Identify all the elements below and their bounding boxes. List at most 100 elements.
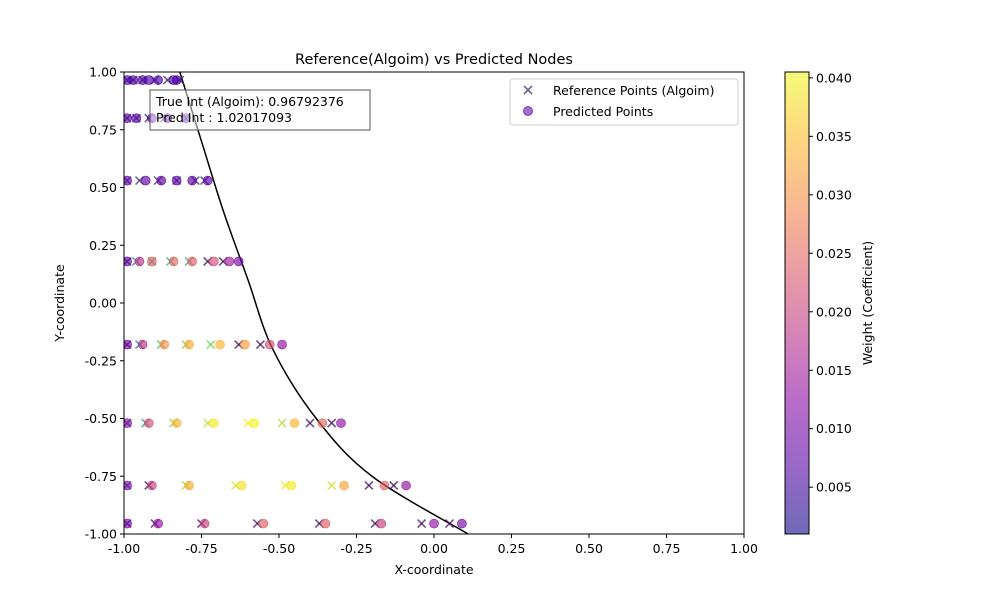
predicted-point xyxy=(202,175,213,186)
reference-point xyxy=(417,519,427,529)
x-axis: -1.00 -0.75 -0.50 -0.25 0.00 0.25 0.50 0.75 1.00 xyxy=(108,534,758,556)
predicted-point xyxy=(379,480,390,491)
predicted-point xyxy=(168,256,179,267)
y-tick-label: -0.75 xyxy=(85,469,117,484)
reference-point xyxy=(255,340,265,350)
predicted-point xyxy=(339,480,349,491)
predicted-point xyxy=(286,480,297,491)
annotation-box: True Int (Algoim): 0.96792376 Pred Int :… xyxy=(149,89,371,131)
predicted-point xyxy=(184,339,194,350)
colorbar-frame xyxy=(784,71,810,535)
predicted-point xyxy=(159,339,170,350)
x-tick-label: 0.25 xyxy=(498,541,526,556)
reference-point xyxy=(277,418,287,428)
reference-point xyxy=(327,418,337,428)
predicted-point xyxy=(144,418,154,428)
reference-point xyxy=(444,519,455,529)
y-tick-label: -1.00 xyxy=(85,527,117,542)
annotation-true-int: True Int (Algoim): 0.96792376 xyxy=(155,94,344,109)
reference-point xyxy=(305,418,315,428)
predicted-point xyxy=(215,339,225,350)
x-axis-label: X-coordinate xyxy=(394,562,473,577)
x-tick-label: -0.50 xyxy=(263,541,295,556)
colorbar: 0.005 0.010 0.015 0.020 0.025 0.030 0.035 0.040… xyxy=(784,70,875,535)
predicted-point xyxy=(137,339,148,350)
colorbar-tick-label: 0.030 xyxy=(816,187,852,202)
x-tick-label: 0.50 xyxy=(575,541,603,556)
predicted-point xyxy=(153,75,163,85)
legend: Reference Points (Algoim) Predicted Poin… xyxy=(509,78,739,126)
predicted-point xyxy=(240,339,250,350)
predicted-point xyxy=(171,75,182,85)
predicted-point xyxy=(376,518,387,529)
predicted-point xyxy=(237,480,247,491)
y-tick-label: 0.25 xyxy=(89,238,117,253)
predicted-point xyxy=(147,256,157,267)
predicted-point xyxy=(184,480,194,491)
legend-circle-marker-icon xyxy=(523,106,533,116)
predicted-point xyxy=(209,418,219,428)
x-tick-label: -1.00 xyxy=(108,541,140,556)
x-tick-label: 0.75 xyxy=(653,541,681,556)
colorbar-tick-label: 0.005 xyxy=(816,480,852,495)
predicted-point xyxy=(336,418,346,428)
y-tick-label: 1.00 xyxy=(89,65,117,80)
colorbar-tick-label: 0.015 xyxy=(816,363,852,378)
predicted-point xyxy=(233,256,244,267)
colorbar-tick-label: 0.020 xyxy=(816,304,852,319)
predicted-point xyxy=(187,256,197,267)
predicted-point xyxy=(264,339,275,350)
predicted-point xyxy=(124,175,132,186)
y-tick-label: 0.00 xyxy=(89,296,117,311)
legend-x-marker-icon xyxy=(523,85,533,95)
predicted-point xyxy=(401,480,411,491)
predicted-point xyxy=(128,75,139,85)
predicted-point xyxy=(187,175,197,186)
chart-title: Reference(Algoim) vs Predicted Nodes xyxy=(295,52,573,68)
predicted-point xyxy=(124,518,132,529)
predicted-point xyxy=(317,418,328,428)
predicted-point xyxy=(147,480,157,491)
predicted-point xyxy=(277,339,287,350)
predicted-point xyxy=(124,480,132,491)
predicted-point xyxy=(124,418,132,428)
colorbar-gradient xyxy=(785,72,809,534)
colorbar-tick-label: 0.025 xyxy=(816,246,852,261)
x-tick-label: -0.75 xyxy=(185,541,217,556)
colorbar-tick-label: 0.035 xyxy=(816,129,852,144)
predicted-point xyxy=(289,418,300,428)
predicted-point xyxy=(249,418,259,428)
x-tick-label: -0.25 xyxy=(340,541,372,556)
predicted-point xyxy=(131,113,142,123)
predicted-point xyxy=(134,256,145,267)
predicted-point xyxy=(320,518,331,529)
predicted-point xyxy=(199,518,210,529)
y-axis: -1.00 -0.75 -0.50 -0.25 0.00 0.25 0.50 0.75 1.00 xyxy=(85,65,124,542)
legend-label-reference: Reference Points (Algoim) xyxy=(553,83,714,98)
predicted-point xyxy=(457,518,467,529)
legend-label-predicted: Predicted Points xyxy=(553,104,653,119)
annotation-pred-int: Pred Int : 1.02017093 xyxy=(156,110,292,125)
reference-point xyxy=(206,340,216,350)
predicted-point xyxy=(429,518,439,529)
y-tick-label: 0.75 xyxy=(89,122,117,137)
plot-area xyxy=(123,71,745,535)
predicted-point xyxy=(144,75,154,85)
predicted-point xyxy=(140,175,151,186)
legend-frame xyxy=(509,78,739,126)
predicted-point xyxy=(153,518,163,529)
predicted-point xyxy=(224,256,235,267)
plot-background xyxy=(124,72,744,534)
x-tick-label: 1.00 xyxy=(730,541,758,556)
predicted-point xyxy=(171,175,182,186)
predicted-point xyxy=(209,256,219,267)
y-tick-label: -0.50 xyxy=(85,411,117,426)
reference-point xyxy=(327,480,337,491)
reference-point xyxy=(364,480,374,491)
predicted-point xyxy=(124,339,132,350)
colorbar-tick-label: 0.040 xyxy=(816,70,852,85)
predicted-point xyxy=(124,256,132,267)
colorbar-label: Weight (Coefficient) xyxy=(860,241,875,365)
y-axis-label: Y-coordinate xyxy=(52,264,67,343)
